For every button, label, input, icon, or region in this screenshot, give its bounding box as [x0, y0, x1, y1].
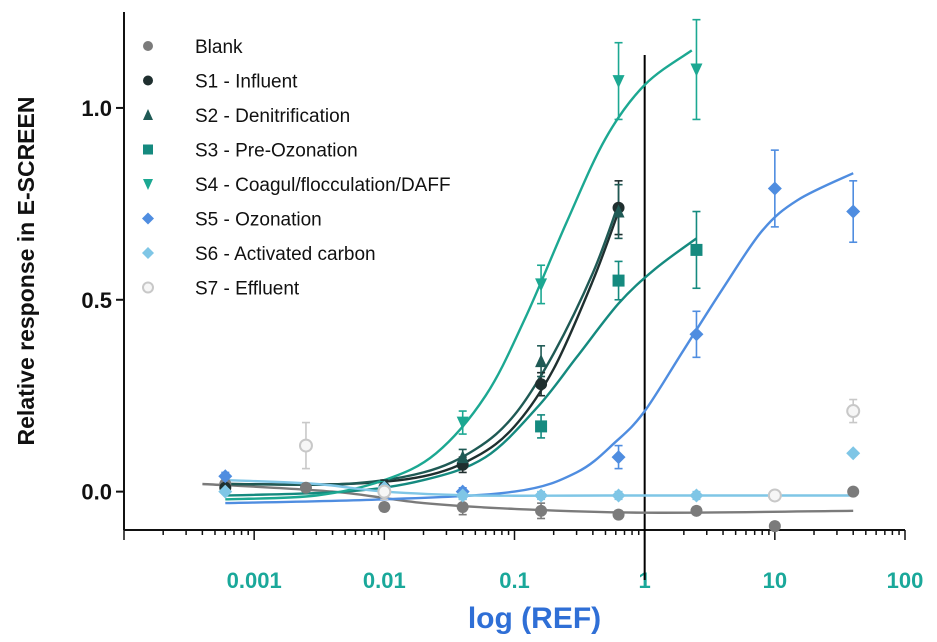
legend-label: S6 - Activated carbon	[195, 244, 376, 265]
legend-marker	[143, 109, 153, 120]
fit-curve	[225, 172, 854, 505]
y-axis-label: Relative response in E-SCREEN	[13, 97, 39, 446]
x-tick-label: 10	[763, 568, 787, 593]
data-point	[846, 446, 861, 461]
data-point	[218, 469, 233, 484]
legend-marker	[143, 144, 153, 155]
data-point	[612, 204, 625, 218]
data-point	[612, 75, 625, 89]
legend-marker	[142, 212, 154, 225]
data-point	[611, 450, 626, 465]
legend-label: S7 - Effluent	[195, 279, 300, 300]
data-point	[767, 488, 782, 503]
legend-marker	[142, 247, 154, 259]
x-tick-label: 0.001	[227, 568, 282, 593]
data-point	[846, 404, 861, 419]
y-tick-label: 1.0	[81, 96, 112, 121]
data-point	[535, 378, 548, 391]
data-point	[534, 488, 549, 503]
legend: Blank S1 - Influent S2 - Denitrification S3…	[142, 37, 451, 300]
fit-curve	[225, 237, 698, 497]
legend-marker	[143, 179, 153, 190]
fit-curves	[202, 49, 854, 514]
data-point	[535, 354, 548, 368]
legend-label: S1 - Influent	[195, 72, 298, 93]
x-tick-label: 0.1	[499, 568, 530, 593]
data-point	[299, 481, 312, 494]
data-point	[535, 278, 548, 292]
data-point	[767, 181, 782, 196]
legend-marker	[143, 41, 153, 51]
data-point	[377, 484, 392, 499]
legend-label: Blank	[195, 37, 243, 58]
y-tick-label: 0.0	[81, 480, 112, 505]
data-point	[612, 508, 625, 521]
data-point	[535, 504, 548, 517]
x-tick-label: 0.01	[363, 568, 406, 593]
y-tick-label: 0.5	[81, 288, 112, 313]
chart-axes: 0.0 0.5 1.0 0.001 0.01 0.1 1 10 100 Relative resp…	[13, 12, 923, 635]
data-point	[611, 488, 626, 503]
fit-curve	[225, 203, 620, 487]
data-point	[298, 438, 313, 453]
data-point	[456, 416, 469, 430]
data-point	[690, 504, 703, 517]
data-point	[218, 484, 233, 499]
data-point	[535, 420, 548, 433]
data-point	[768, 520, 781, 533]
data-point	[689, 327, 704, 342]
legend-marker	[142, 281, 154, 294]
data-point	[690, 63, 703, 77]
error-bars	[221, 18, 858, 520]
data-point	[846, 204, 861, 219]
data-point	[455, 488, 470, 503]
data-point	[847, 485, 860, 498]
x-axis-label: log (REF)	[468, 602, 601, 635]
legend-label: S3 - Pre-Ozonation	[195, 141, 358, 162]
legend-marker	[143, 75, 153, 86]
data-points	[218, 63, 861, 533]
legend-label: S5 - Ozonation	[195, 210, 322, 231]
data-point	[378, 500, 391, 513]
x-tick-label: 1	[639, 568, 651, 593]
data-point	[690, 243, 703, 256]
legend-label: S2 - Denitrification	[195, 106, 350, 127]
legend-label: S4 - Coagul/flocculation/DAFF	[195, 175, 451, 196]
fit-curve	[202, 482, 854, 514]
data-point	[456, 500, 469, 513]
data-point	[456, 450, 469, 464]
x-tick-label: 100	[887, 568, 924, 593]
data-point	[612, 274, 625, 287]
data-point	[689, 488, 704, 503]
